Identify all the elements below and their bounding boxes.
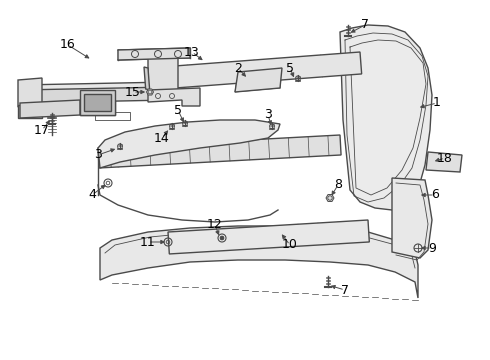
Polygon shape [100, 226, 418, 298]
Polygon shape [20, 82, 170, 93]
Text: 9: 9 [428, 242, 436, 255]
Polygon shape [144, 67, 149, 90]
Text: 4: 4 [88, 189, 96, 202]
Text: 14: 14 [154, 131, 170, 144]
Text: 7: 7 [361, 18, 369, 31]
Text: 7: 7 [341, 284, 349, 297]
Text: 8: 8 [334, 179, 342, 192]
Polygon shape [20, 100, 80, 118]
Text: 10: 10 [282, 238, 298, 252]
Polygon shape [326, 194, 334, 202]
Polygon shape [426, 152, 462, 172]
Polygon shape [148, 88, 200, 106]
Text: 13: 13 [184, 45, 200, 58]
Polygon shape [168, 220, 369, 254]
Polygon shape [20, 87, 170, 103]
Polygon shape [147, 89, 153, 95]
Polygon shape [80, 90, 115, 115]
Text: 12: 12 [207, 219, 223, 231]
Text: 5: 5 [174, 104, 182, 117]
Text: 17: 17 [34, 123, 50, 136]
Text: 2: 2 [234, 62, 242, 75]
Polygon shape [84, 94, 111, 111]
Text: 6: 6 [431, 189, 439, 202]
Text: 1: 1 [433, 96, 441, 109]
Polygon shape [98, 120, 280, 168]
Polygon shape [98, 135, 341, 168]
Polygon shape [118, 48, 190, 60]
Text: 11: 11 [140, 235, 156, 248]
Text: 18: 18 [437, 152, 453, 165]
Polygon shape [340, 25, 432, 210]
Text: 3: 3 [264, 108, 272, 122]
Polygon shape [392, 178, 432, 258]
Polygon shape [148, 52, 362, 90]
Text: 15: 15 [125, 85, 141, 99]
Text: 5: 5 [286, 62, 294, 75]
Text: 16: 16 [60, 39, 76, 51]
Text: 3: 3 [94, 148, 102, 162]
Polygon shape [148, 53, 178, 94]
Circle shape [220, 236, 224, 240]
Polygon shape [18, 78, 42, 107]
Polygon shape [18, 105, 42, 118]
Polygon shape [235, 68, 282, 92]
